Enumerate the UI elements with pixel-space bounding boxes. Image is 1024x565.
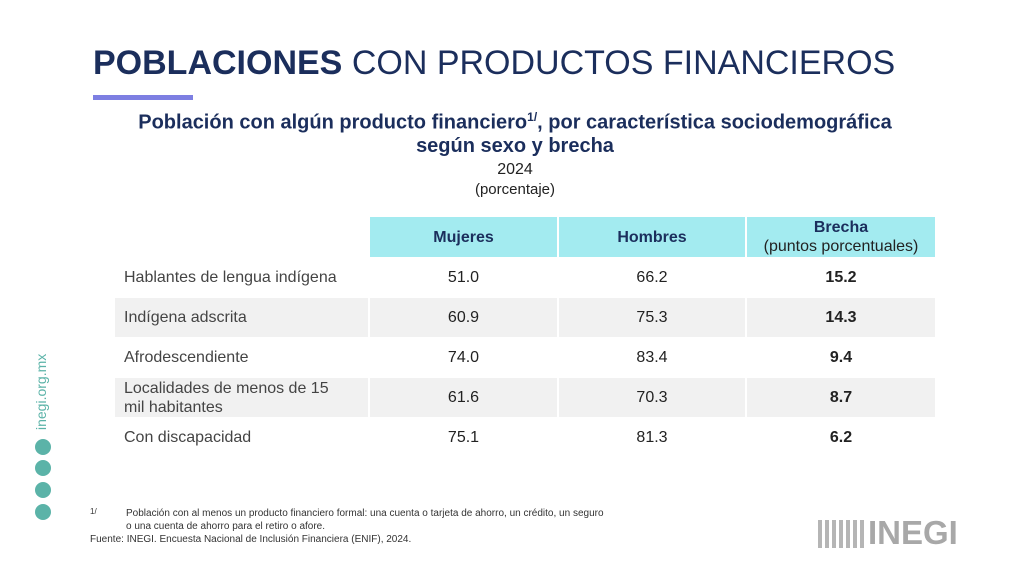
cell: 83.4 (636, 348, 668, 366)
column-header: Brecha (puntos porcentuales) (747, 217, 935, 257)
cell: 51.0 (447, 268, 480, 286)
title-underline (93, 95, 193, 100)
cell: 70.3 (559, 378, 745, 417)
source: Fuente: INEGI. Encuesta Nacional de Incl… (90, 534, 412, 545)
row-label: Con discapacidad (124, 429, 252, 446)
footnote: o una cuenta de ahorro para el retiro o … (126, 521, 326, 532)
title-rest: CON PRODUCTOS FINANCIEROS (351, 44, 896, 82)
logo-pattern (818, 520, 864, 548)
cell: 74.0 (447, 348, 480, 366)
row-label: Localidades de menos de 15 mil habitante… (115, 378, 368, 417)
cell: 15.2 (825, 268, 857, 286)
cell: 9.4 (829, 348, 853, 366)
cell: 14.3 (747, 298, 935, 337)
cell: 60.9 (370, 298, 557, 337)
cell: 75.1 (447, 428, 480, 446)
column-header: Mujeres (370, 217, 557, 257)
title: POBLACIONES CON PRODUCTOS FINANCIEROS (93, 44, 895, 83)
subtitle: Población con algún producto financiero (138, 111, 528, 134)
social-icons (35, 439, 51, 520)
cell: 8.7 (747, 378, 935, 417)
row-label: Afrodescendiente (124, 349, 249, 366)
unit: (porcentaje) (474, 181, 556, 198)
title-bold: POBLACIONES (93, 44, 343, 82)
cell: 81.3 (636, 428, 668, 446)
subtitle: según sexo y brecha (416, 135, 614, 157)
row-label: Hablantes de lengua indígena (124, 269, 337, 286)
sidebar-url: inegi.org.mx (33, 353, 49, 430)
footnote-mark: 1/ (90, 507, 97, 516)
column-header-text: Brecha (813, 219, 869, 236)
column-header-text: Mujeres (433, 228, 494, 246)
cell: 75.3 (559, 298, 745, 337)
subtitle: , por característica sociodemográfica (537, 111, 892, 134)
footnote: Población con al menos un producto finan… (126, 508, 604, 519)
cell: 61.6 (370, 378, 557, 417)
column-header-text: Hombres (617, 228, 687, 246)
subtitle-line: Población con algún producto financiero1… (0, 110, 1024, 135)
logo: INEGI (868, 514, 958, 551)
cell: 66.2 (636, 268, 668, 286)
year: 2024 (497, 161, 533, 178)
row-label: Indígena adscrita (115, 298, 368, 337)
column-header: Hombres (559, 217, 745, 257)
column-note: (puntos porcentuales) (763, 238, 919, 255)
cell: 6.2 (829, 428, 853, 446)
footnote-ref: 1/ (527, 110, 538, 124)
